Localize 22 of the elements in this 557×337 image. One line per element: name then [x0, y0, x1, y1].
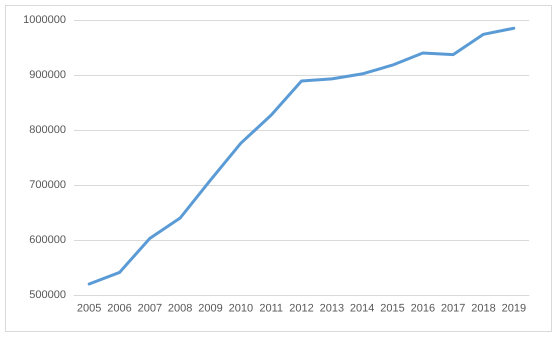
x-tick-label: 2006 — [107, 302, 132, 314]
y-tick-label: 500000 — [29, 289, 66, 301]
x-tick-label: 2015 — [380, 302, 405, 314]
y-tick-label: 900000 — [29, 69, 66, 81]
y-tick-label: 1000000 — [23, 14, 66, 26]
x-tick-label: 2011 — [259, 302, 283, 314]
x-tick-label: 2007 — [138, 302, 162, 314]
x-tick-label: 2005 — [76, 302, 102, 314]
y-tick-label: 800000 — [29, 124, 66, 136]
line-series — [88, 26, 516, 286]
x-tick-label: 2018 — [471, 302, 496, 314]
x-tick-label: 2012 — [289, 302, 314, 314]
y-tick-label: 700000 — [29, 179, 66, 191]
x-tick-label: 2009 — [198, 302, 223, 314]
x-tick-label: 2010 — [228, 302, 254, 314]
x-tick-label: 2013 — [320, 302, 344, 314]
x-tick-label: 2019 — [502, 302, 526, 314]
x-tick-label: 2014 — [350, 302, 374, 314]
x-tick-label: 2017 — [440, 302, 466, 314]
y-tick-label: 600000 — [29, 234, 66, 246]
x-tick-label: 2008 — [168, 302, 192, 314]
x-tick-label: 2016 — [410, 302, 436, 314]
